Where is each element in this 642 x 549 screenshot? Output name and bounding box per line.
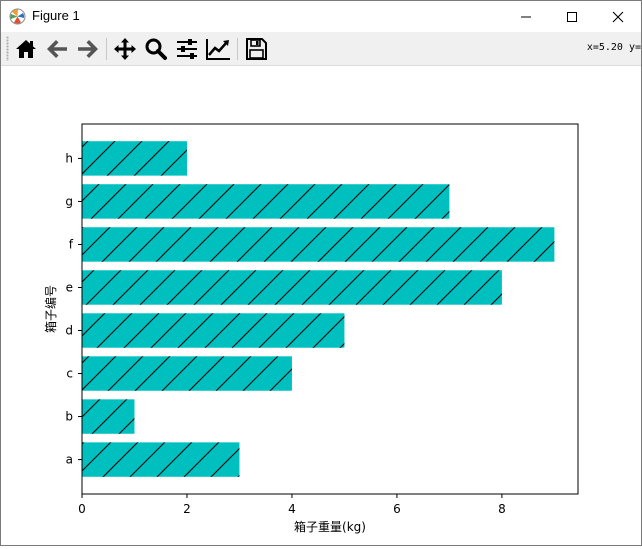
bar-hatch-h	[82, 141, 187, 176]
close-icon	[612, 11, 624, 22]
back-button[interactable]	[43, 35, 71, 63]
x-tick-label: 6	[393, 502, 401, 516]
pan-button[interactable]	[111, 35, 139, 63]
toolbar-separator	[237, 38, 238, 60]
y-tick-label: a	[66, 453, 73, 467]
close-button[interactable]	[595, 1, 641, 32]
maximize-button[interactable]	[549, 1, 595, 32]
matplotlib-app-icon	[9, 8, 26, 25]
bar-hatch-g	[82, 184, 450, 219]
window-title: Figure 1	[32, 8, 80, 23]
y-ticks: a b c d e f g h	[65, 151, 82, 467]
figure-canvas[interactable]: a b c d e f g h 0 2 4 6 8 箱子重量(kg) 箱子编号	[1, 66, 641, 545]
bar-chart: a b c d e f g h 0 2 4 6 8 箱子重量(kg) 箱子编号	[43, 123, 579, 534]
bar-hatch-f	[82, 227, 555, 262]
y-tick-label: g	[65, 194, 73, 208]
zoom-button[interactable]	[142, 35, 170, 63]
minimize-button[interactable]	[503, 1, 549, 32]
bar-hatch-d	[82, 313, 345, 348]
x-tick-label: 0	[78, 502, 86, 516]
y-axis-label: 箱子编号	[43, 285, 58, 333]
y-tick-label: e	[66, 280, 73, 294]
maximize-icon	[567, 11, 577, 22]
y-tick-label: f	[69, 237, 74, 251]
x-tick-label: 4	[288, 502, 296, 516]
bar-group	[82, 141, 555, 477]
x-tick-label: 2	[183, 502, 191, 516]
cursor-coordinates: x=5.20 y=	[586, 42, 641, 53]
arrow-right-icon	[78, 40, 98, 58]
sliders-icon	[177, 39, 197, 59]
navigation-toolbar	[1, 32, 641, 66]
forward-button[interactable]	[74, 35, 102, 63]
y-tick-label: h	[65, 151, 73, 165]
move-icon	[114, 38, 136, 60]
bar-hatch-a	[82, 442, 240, 477]
line-chart-icon	[206, 39, 230, 60]
axes-frame	[81, 123, 579, 495]
bar-hatch-e	[82, 270, 502, 305]
home-icon	[16, 40, 36, 58]
home-button[interactable]	[12, 35, 40, 63]
bar-hatch-b	[82, 399, 135, 434]
x-tick-label: 8	[498, 502, 506, 516]
floppy-disk-icon	[246, 38, 267, 60]
y-tick-label: b	[65, 410, 73, 424]
x-ticks: 0 2 4 6 8	[78, 494, 506, 516]
bar-hatch-c	[82, 356, 292, 391]
axes-button[interactable]	[204, 35, 232, 63]
toolbar-separator	[106, 38, 107, 60]
minimize-icon	[521, 16, 531, 17]
toolbar-grip[interactable]	[6, 36, 9, 61]
subplots-button[interactable]	[173, 35, 201, 63]
magnifier-icon	[145, 38, 167, 60]
arrow-left-icon	[47, 40, 67, 58]
x-axis-label: 箱子重量(kg)	[294, 519, 366, 534]
save-button[interactable]	[242, 35, 270, 63]
y-tick-label: d	[65, 324, 73, 338]
title-bar[interactable]: Figure 1	[1, 1, 641, 32]
y-tick-label: c	[66, 367, 73, 381]
